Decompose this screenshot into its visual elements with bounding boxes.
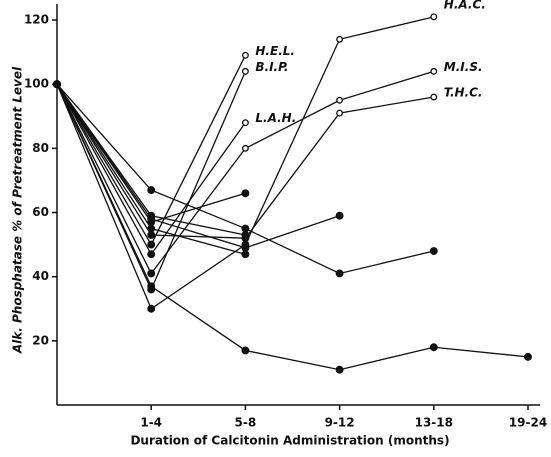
y-tick-label: 80: [32, 141, 49, 155]
data-point: [53, 80, 61, 89]
series-line: [56, 83, 529, 371]
data-point: [241, 144, 249, 152]
data-point: [430, 13, 438, 21]
data-point: [147, 304, 156, 313]
y-axis-label: Alk. Phosphatase % of Pretreatment Level: [11, 66, 25, 354]
series-label: H.E.L.: [255, 44, 295, 58]
y-tick-label: 40: [32, 269, 49, 283]
data-point: [335, 269, 344, 278]
series-line: [56, 83, 340, 249]
data-point: [147, 224, 156, 233]
series-label: M.I.S.: [444, 60, 483, 74]
series-label: L.A.H.: [255, 111, 296, 125]
data-point: [147, 269, 156, 278]
data-point: [147, 211, 156, 220]
series-label: T.H.C.: [444, 86, 483, 100]
data-point: [241, 51, 249, 59]
data-point: [241, 67, 249, 75]
data-point: [336, 35, 344, 43]
series-label: H.A.C.: [444, 0, 486, 11]
y-tick-label: 120: [24, 13, 49, 27]
x-tick-label: 13-18: [415, 416, 453, 430]
data-point: [147, 186, 156, 195]
data-point: [336, 96, 344, 104]
data-point: [147, 231, 156, 239]
data-point: [335, 211, 344, 220]
x-tick-label: 5-8: [235, 416, 257, 430]
data-point: [430, 67, 438, 75]
series-label: B.I.P.: [255, 60, 288, 74]
y-tick-label: 100: [24, 77, 49, 91]
x-tick-label: 19-24: [509, 416, 547, 430]
x-axis-label: Duration of Calcitonin Administration (m…: [130, 434, 449, 448]
data-point: [524, 352, 532, 361]
data-point: [147, 282, 156, 291]
data-point: [336, 109, 344, 117]
data-point: [147, 250, 156, 259]
x-tick-label: 1-4: [140, 416, 162, 430]
data-point: [241, 189, 250, 198]
data-point: [241, 119, 249, 127]
y-tick-label: 20: [32, 333, 49, 347]
series-line: [56, 83, 434, 239]
data-point: [429, 343, 438, 352]
data-point: [241, 346, 250, 355]
x-tick-label: 9-12: [325, 416, 355, 430]
y-tick-label: 60: [32, 205, 49, 219]
data-point: [241, 224, 250, 233]
data-point: [241, 243, 250, 252]
data-point: [147, 240, 156, 249]
data-point: [241, 250, 250, 259]
data-point: [335, 365, 344, 374]
data-point: [430, 93, 438, 101]
data-point: [429, 247, 438, 255]
data-point: [241, 231, 250, 239]
